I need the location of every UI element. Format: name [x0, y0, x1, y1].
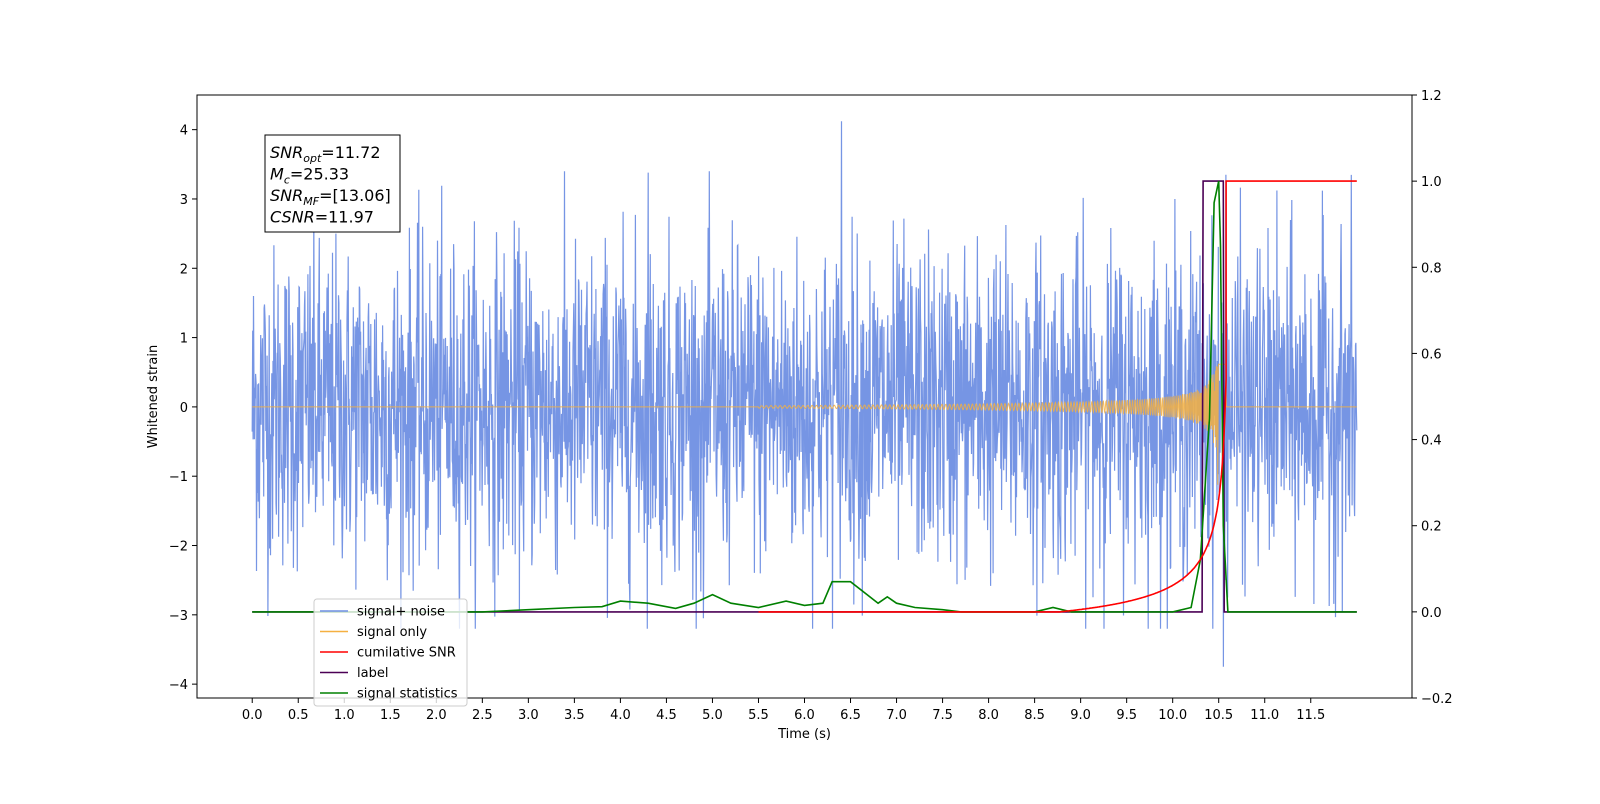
y2-tick-label: 0.4 — [1421, 434, 1442, 449]
y-tick-label: 3 — [180, 193, 188, 208]
x-tick-label: 2.5 — [472, 708, 493, 723]
y2-tick-label: 0.8 — [1421, 261, 1442, 276]
x-tick-label: 5.5 — [748, 708, 769, 723]
y-tick-label: 0 — [180, 401, 188, 416]
legend: signal+ noise signal only cumilative SNR la… — [313, 598, 468, 707]
legend-label: signal statistics — [357, 687, 458, 702]
x-tick-label: 9.5 — [1116, 708, 1137, 723]
annotation-frame — [264, 134, 401, 233]
x-tick-label: 6.5 — [840, 708, 861, 723]
x-tick-label: 1.5 — [380, 708, 401, 723]
x-tick-label: 0.0 — [242, 708, 263, 723]
signal-statistics-line — [252, 180, 1357, 613]
y2-tick-label: 1.2 — [1421, 89, 1442, 104]
y-tick-label: −4 — [169, 678, 188, 693]
y2-tick-label: 0.6 — [1421, 347, 1442, 362]
signal-noise-line — [251, 121, 1358, 667]
series-signal-noise — [251, 121, 1358, 667]
x-axis-label: Time (s) — [777, 727, 831, 742]
y-tick-label: −3 — [169, 609, 188, 624]
legend-label: label — [357, 666, 388, 681]
y-tick-label: 2 — [180, 262, 188, 277]
annotation-line: SNRopt=11.72 — [270, 143, 381, 165]
x-tick-label: 5.0 — [702, 708, 723, 723]
x-tick-label: 2.0 — [426, 708, 447, 723]
x-tick-label: 9.0 — [1070, 708, 1091, 723]
x-tick-label: 7.0 — [886, 708, 907, 723]
annotation-value: =11.97 — [315, 208, 374, 227]
x-axis: 0.0 0.5 1.0 1.5 2.0 2.5 3.0 3.5 4.0 4.5 5.0 5.5 6.0 6… — [242, 698, 1325, 723]
cumulative-snr-line — [758, 180, 1357, 613]
y-axis-right: 1.2 1.0 0.8 0.6 0.4 0.2 0.0 −0.2 — [1412, 89, 1453, 707]
annotation-value: =11.72 — [321, 143, 380, 162]
y-axis-label: Whitened strain — [146, 345, 161, 448]
annotation-subscript: opt — [303, 152, 322, 165]
x-tick-label: 8.0 — [978, 708, 999, 723]
y2-tick-label: 1.0 — [1421, 175, 1442, 190]
y2-tick-label: 0.2 — [1421, 520, 1442, 535]
y2-tick-label: 0.0 — [1421, 606, 1442, 621]
annotation-symbol: CSNR — [270, 208, 315, 227]
y-axis-left: 4 3 2 1 0 −1 −2 −3 −4 — [169, 124, 197, 693]
x-tick-label: 7.5 — [932, 708, 953, 723]
annotation-line: SNRMF=[13.06] — [270, 186, 391, 208]
legend-frame — [313, 598, 468, 707]
x-tick-label: 4.0 — [610, 708, 631, 723]
annotation-symbol: SNR — [270, 143, 303, 162]
y-tick-label: −1 — [169, 470, 188, 485]
x-tick-label: 11.5 — [1296, 708, 1325, 723]
x-tick-label: 3.0 — [518, 708, 539, 723]
x-tick-label: 6.0 — [794, 708, 815, 723]
x-tick-label: 10.5 — [1204, 708, 1233, 723]
annotation-subscript: MF — [303, 195, 319, 208]
annotation-line: CSNR=11.97 — [270, 208, 374, 227]
legend-label: signal only — [357, 625, 427, 640]
annotation-value: =25.33 — [290, 165, 349, 184]
x-tick-label: 3.5 — [564, 708, 585, 723]
x-tick-label: 0.5 — [288, 708, 309, 723]
y-tick-label: 4 — [180, 124, 188, 139]
y-tick-label: −2 — [169, 540, 188, 555]
legend-label: signal+ noise — [357, 605, 445, 620]
x-tick-label: 1.0 — [334, 708, 355, 723]
x-tick-label: 10.0 — [1158, 708, 1187, 723]
annotation-value: =[13.06] — [319, 186, 391, 205]
annotation-line: Mc=25.33 — [270, 165, 349, 187]
signal-only-line — [252, 363, 1357, 485]
x-tick-label: 11.0 — [1250, 708, 1279, 723]
annotation-subscript: c — [284, 174, 290, 187]
annotation-box: SNRopt=11.72Mc=25.33SNRMF=[13.06]CSNR=11… — [264, 134, 401, 233]
y-tick-label: 1 — [180, 332, 188, 347]
annotation-symbol: SNR — [270, 186, 303, 205]
y2-tick-label: −0.2 — [1421, 692, 1453, 707]
series-signal-only — [252, 363, 1357, 485]
legend-label: cumilative SNR — [357, 646, 456, 661]
x-tick-label: 4.5 — [656, 708, 677, 723]
x-tick-label: 8.5 — [1024, 708, 1045, 723]
right-axis-series — [252, 180, 1357, 613]
annotation-symbol: M — [270, 165, 284, 184]
